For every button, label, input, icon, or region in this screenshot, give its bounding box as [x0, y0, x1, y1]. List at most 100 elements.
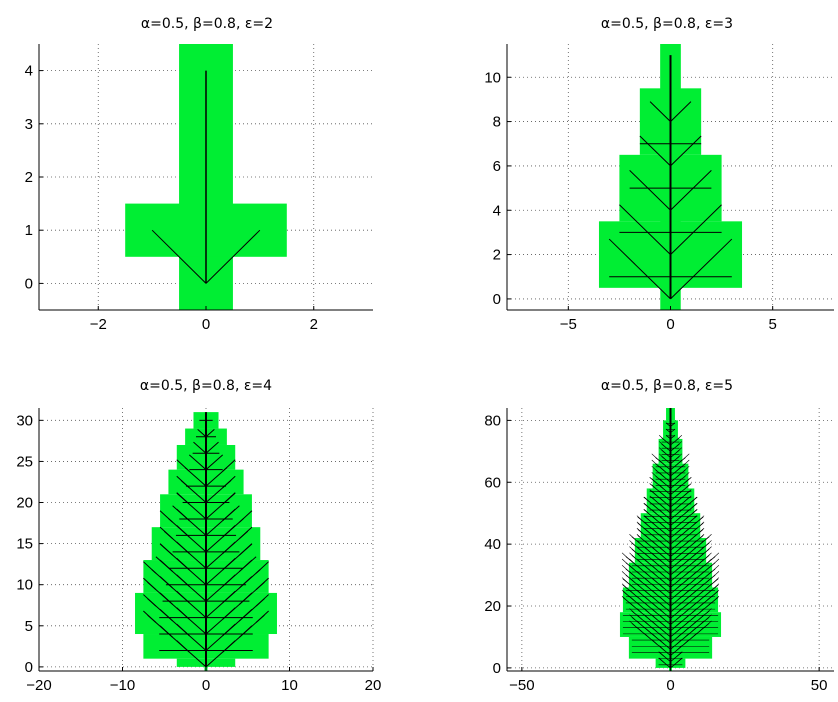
branch-line [197, 428, 207, 438]
branch-line [698, 521, 705, 528]
branch-line [629, 558, 636, 565]
branch-line [608, 238, 671, 300]
branch-line [222, 640, 236, 653]
branch-line [649, 101, 671, 122]
branch-line [629, 564, 636, 571]
branch-line [621, 558, 628, 565]
branch-line [176, 607, 190, 620]
branch-line [239, 559, 253, 572]
branch-line [239, 625, 253, 638]
x-tick-label: 2 [310, 316, 318, 333]
branch-line [644, 496, 650, 503]
plot-area: −2 0 2 0 1 2 3 4 [25, 44, 373, 333]
branch-line [670, 204, 722, 255]
branch-line [676, 453, 683, 459]
x-tick-label: −10 [110, 677, 135, 694]
branch-line [222, 574, 236, 587]
branch-line [698, 527, 705, 534]
plot-area: −20 −10 0 10 20 0 5 10 15 20 25 30 [16, 408, 381, 694]
tree-lines [151, 70, 261, 284]
branch-line [222, 607, 236, 620]
branch-line [670, 238, 733, 300]
branch-line [705, 577, 712, 583]
y-tick-label: 20 [16, 495, 33, 512]
branch-line [636, 527, 643, 534]
branch-line [705, 558, 712, 565]
branch-line [176, 640, 190, 653]
branch-line [193, 441, 207, 454]
branch-line [683, 465, 690, 472]
branch-line [621, 577, 628, 583]
y-tick-label: 15 [16, 536, 33, 553]
branch-line [676, 435, 683, 441]
branch-line [222, 459, 236, 472]
branch-line [713, 558, 720, 565]
branch-line [713, 571, 720, 577]
branch-line [670, 135, 702, 167]
branch-line [683, 453, 690, 459]
x-tick-label: 0 [202, 316, 210, 333]
branch-line [222, 541, 236, 554]
y-tick-label: 5 [25, 618, 33, 635]
branch-line [143, 610, 157, 623]
x-tick-label: −50 [509, 677, 534, 694]
branch-line [691, 509, 697, 515]
branch-line [151, 229, 207, 284]
branch-line [629, 577, 636, 583]
branch-line [705, 552, 712, 558]
branch-line [658, 459, 665, 466]
plot-area: −5 0 5 0 2 4 6 8 10 [484, 44, 834, 333]
branch-line [705, 564, 712, 571]
branch-line [205, 454, 224, 471]
y-tick-label: 20 [484, 598, 501, 615]
branch-line [239, 510, 253, 523]
branch-line [636, 521, 643, 528]
x-tick-label: 10 [281, 677, 298, 694]
branch-line [651, 453, 658, 459]
y-tick-label: 30 [16, 412, 33, 429]
y-tick-label: 4 [493, 202, 501, 219]
branch-line [621, 589, 628, 596]
branch-line [621, 552, 628, 558]
x-tick-label: −20 [26, 677, 51, 694]
branch-line [159, 625, 173, 638]
branch-line [222, 590, 236, 604]
branch-line [713, 589, 720, 596]
branch-line [143, 577, 157, 591]
tree-lines [621, 408, 720, 669]
branch-line [629, 571, 636, 577]
y-tick-label: 0 [25, 659, 33, 676]
subplot-eps-4: α=0.5, β=0.8, ε=4 −20 −10 0 10 20 0 5 10 15 20 25 3… [16, 378, 381, 694]
branch-line [658, 441, 665, 447]
x-tick-label: −2 [90, 316, 107, 333]
branch-line [159, 592, 173, 605]
branch-line [188, 454, 207, 471]
x-tick-label: 0 [666, 316, 674, 333]
y-tick-label: 60 [484, 474, 501, 491]
branch-line [691, 503, 697, 509]
branch-line [159, 510, 173, 523]
branch-line [176, 558, 190, 571]
branch-line [713, 577, 720, 583]
branch-line [255, 577, 269, 591]
branch-line [222, 558, 236, 571]
y-tick-label: 10 [484, 69, 501, 86]
branch-line [658, 453, 665, 459]
branch-line [629, 583, 636, 589]
y-tick-label: 1 [25, 222, 33, 239]
branch-line [222, 508, 236, 521]
branch-line [629, 552, 636, 558]
branch-line [255, 610, 269, 623]
branch-line [705, 540, 712, 546]
branch-line [176, 590, 190, 604]
branch-line [629, 169, 671, 211]
subplot-title: α=0.5, β=0.8, ε=2 [141, 16, 273, 32]
x-tick-label: 0 [202, 677, 210, 694]
branch-line [636, 515, 643, 521]
x-tick-label: 50 [811, 677, 828, 694]
branch-line [159, 526, 173, 540]
branch-line [222, 492, 236, 505]
branch-line [205, 441, 219, 454]
branch-line [239, 526, 253, 540]
branch-line [239, 592, 253, 605]
